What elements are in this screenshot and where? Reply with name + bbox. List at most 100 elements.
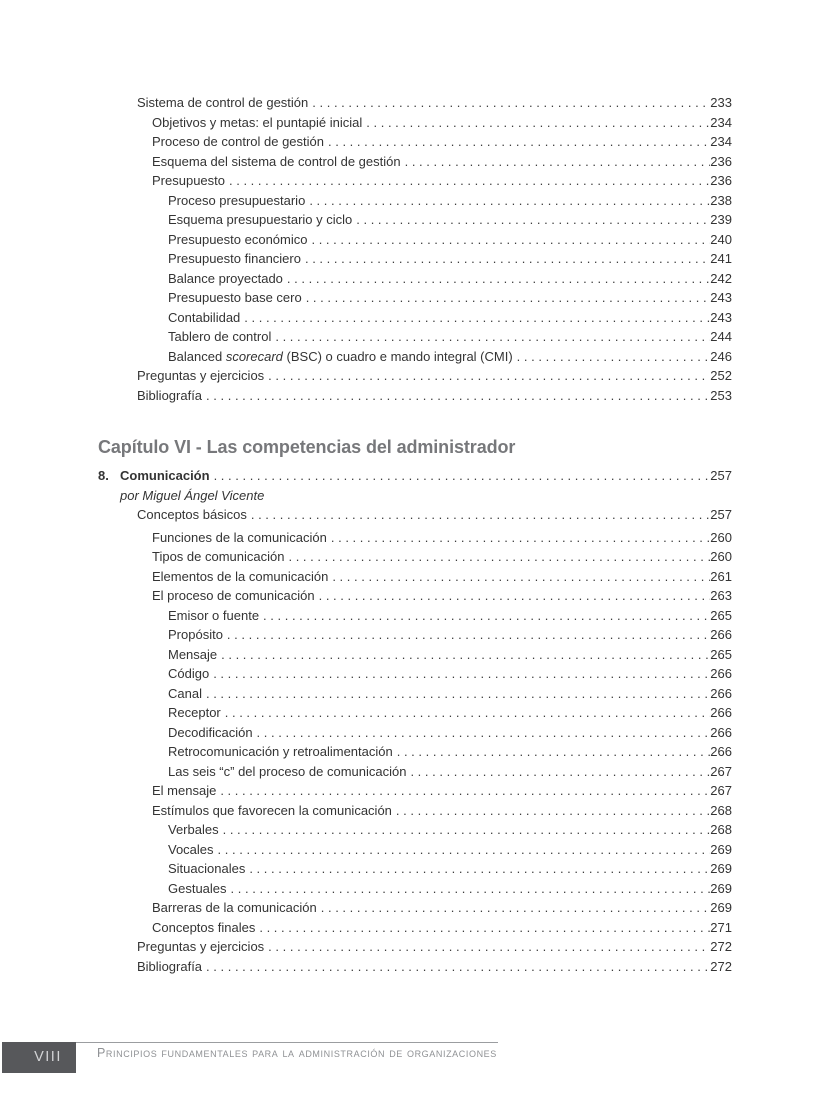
toc-entry-label: Sistema de control de gestión — [137, 95, 309, 110]
toc-entry-label: Estímulos que favorecen la comunicación — [152, 802, 392, 818]
toc-entry-label: Bibliografía — [137, 387, 203, 403]
toc-row: Barreras de la comunicación . . . . . . … — [98, 898, 732, 918]
toc-page-number: 257 — [710, 468, 732, 483]
toc-leader-dots: . . . . . . . . . . . . . . . . . . . . … — [312, 95, 710, 110]
toc-page-number: 236 — [710, 173, 732, 188]
toc-row: Decodificación . . . . . . . . . . . . .… — [98, 723, 732, 743]
toc-leader-dots: . . . . . . . . . . . . . . . . . . . . … — [213, 468, 711, 483]
toc-page-number: 268 — [710, 822, 732, 837]
toc-leader-dots: . . . . . . . . . . . . . . . . . . . . … — [244, 309, 711, 325]
toc-leader-dots: . . . . . . . . . . . . . . . . . . . . … — [217, 841, 711, 857]
toc-page-number: 239 — [710, 212, 732, 227]
toc-row: Canal . . . . . . . . . . . . . . . . . … — [98, 684, 732, 704]
toc-entry-label: Decodificación — [168, 724, 253, 740]
toc-row: El mensaje . . . . . . . . . . . . . . .… — [98, 781, 732, 801]
toc-page-number: 246 — [710, 348, 732, 364]
toc-leader-dots: . . . . . . . . . . . . . . . . . . . . … — [206, 387, 710, 403]
toc-page-number: 266 — [710, 627, 732, 642]
toc-leader-dots: . . . . . . . . . . . . . . . . . . . . … — [332, 568, 710, 584]
toc-leader-dots: . . . . . . . . . . . . . . . . . . . . … — [221, 646, 710, 662]
toc-leader-dots: . . . . . . . . . . . . . . . . . . . . … — [395, 802, 711, 818]
toc-entry-label: Presupuesto — [152, 173, 225, 188]
toc-leader-dots: . . . . . . . . . . . . . . . . . . . . … — [304, 251, 710, 266]
toc-page-number: 268 — [710, 802, 732, 818]
toc-page-number: 266 — [710, 685, 732, 701]
toc-leader-dots: . . . . . . . . . . . . . . . . . . . . … — [396, 744, 711, 759]
toc-entry-number: 8. — [98, 468, 109, 483]
toc-entry-label: Verbales — [168, 822, 219, 837]
toc-entry-label: Código — [168, 666, 210, 681]
footer-book-title: Principios fundamentales para la adminis… — [97, 1046, 497, 1060]
toc-page-number: 269 — [710, 841, 732, 857]
toc-entry-label: Las seis “c” del proceso de comunicación — [168, 763, 407, 779]
toc-entry-label: Canal — [168, 685, 202, 701]
toc-entry-label: Balanced scorecard (BSC) o cuadro e mand… — [168, 348, 513, 364]
toc-page-number: 252 — [710, 368, 732, 383]
toc-row: Situacionales . . . . . . . . . . . . . … — [98, 859, 732, 879]
toc-entry-label: Barreras de la comunicación — [152, 900, 317, 915]
toc-leader-dots: . . . . . . . . . . . . . . . . . . . . … — [404, 153, 711, 169]
toc-leader-dots: . . . . . . . . . . . . . . . . . . . . … — [288, 549, 710, 564]
toc-row: Verbales . . . . . . . . . . . . . . . .… — [98, 820, 732, 840]
page-number-badge: VIII — [2, 1042, 76, 1073]
toc-page-number: 266 — [710, 666, 732, 681]
toc-page-number: 253 — [710, 387, 732, 403]
toc-entry-label: Vocales — [168, 841, 214, 857]
toc-row: Presupuesto . . . . . . . . . . . . . . … — [98, 171, 732, 191]
toc-row: Propósito . . . . . . . . . . . . . . . … — [98, 625, 732, 645]
toc-row: Vocales . . . . . . . . . . . . . . . . … — [98, 840, 732, 860]
toc-page-number: 269 — [710, 861, 732, 876]
toc-page-number: 240 — [710, 231, 732, 247]
toc-entry-label: El proceso de comunicación — [152, 588, 315, 603]
toc-entry-label: Tablero de control — [168, 329, 272, 344]
toc-row: Esquema presupuestario y ciclo . . . . .… — [98, 210, 732, 230]
toc-page-number: 267 — [710, 783, 732, 798]
toc-entry-label: Proceso presupuestario — [168, 192, 306, 208]
toc-leader-dots: . . . . . . . . . . . . . . . . . . . . … — [259, 919, 710, 935]
toc-page-number: 234 — [710, 114, 732, 130]
toc-row: Código . . . . . . . . . . . . . . . . .… — [98, 664, 732, 684]
toc-entry-label: Balance proyectado — [168, 270, 283, 286]
toc-page-number: 266 — [710, 724, 732, 740]
toc-page-number: 261 — [710, 568, 732, 584]
toc-page-number: 266 — [710, 744, 732, 759]
toc-leader-dots: . . . . . . . . . . . . . . . . . . . . … — [220, 783, 710, 798]
toc-leader-dots: . . . . . . . . . . . . . . . . . . . . … — [516, 348, 711, 364]
toc-row: Esquema del sistema de control de gestió… — [98, 152, 732, 172]
toc-entry-label: Objetivos y metas: el puntapié inicial — [152, 114, 363, 130]
toc-entry-label: Propósito — [168, 627, 223, 642]
toc-page-number: 272 — [710, 958, 732, 974]
toc-page-number: 272 — [710, 939, 732, 954]
toc-entry-label: Comunicación — [120, 468, 210, 483]
toc-row: Proceso de control de gestión . . . . . … — [98, 132, 732, 152]
toc-page-number: 241 — [710, 251, 732, 266]
toc-leader-dots: . . . . . . . . . . . . . . . . . . . . … — [275, 329, 710, 344]
toc-page-number: 260 — [710, 549, 732, 564]
toc-row: Bibliografía . . . . . . . . . . . . . .… — [98, 386, 732, 406]
toc-row: Estímulos que favorecen la comunicación … — [98, 801, 732, 821]
toc-leader-dots: . . . . . . . . . . . . . . . . . . . . … — [410, 763, 711, 779]
toc-leader-dots: . . . . . . . . . . . . . . . . . . . . … — [249, 861, 710, 876]
toc-leader-dots: . . . . . . . . . . . . . . . . . . . . … — [268, 939, 710, 954]
toc-row: Tipos de comunicación . . . . . . . . . … — [98, 547, 732, 567]
toc-entry-label: Conceptos finales — [152, 919, 256, 935]
toc-entry-label: Elementos de la comunicación — [152, 568, 329, 584]
toc-leader-dots: . . . . . . . . . . . . . . . . . . . . … — [366, 114, 710, 130]
chapter-heading: Capítulo VI - Las competencias del admin… — [98, 437, 516, 457]
toc-row: Conceptos básicos . . . . . . . . . . . … — [98, 505, 732, 525]
toc-leader-dots: . . . . . . . . . . . . . . . . . . . . … — [320, 900, 711, 915]
toc-page-number: 257 — [710, 507, 732, 522]
toc-leader-dots: . . . . . . . . . . . . . . . . . . . . … — [311, 231, 710, 247]
toc-page-number: 269 — [710, 900, 732, 915]
toc-page-number: 243 — [710, 309, 732, 325]
toc-leader-dots: . . . . . . . . . . . . . . . . . . . . … — [263, 607, 710, 623]
toc-entry-label: Preguntas y ejercicios — [137, 939, 265, 954]
toc-entry-label: Tipos de comunicación — [152, 549, 285, 564]
toc-entry-label: Gestuales — [168, 880, 227, 896]
toc-page-number: 263 — [710, 588, 732, 603]
toc-entry-label: Esquema presupuestario y ciclo — [168, 212, 353, 227]
toc-row: Retrocomunicación y retroalimentación . … — [98, 742, 732, 762]
toc-leader-dots: . . . . . . . . . . . . . . . . . . . . … — [330, 529, 711, 545]
toc-entry-label: Contabilidad — [168, 309, 241, 325]
toc-leader-dots: . . . . . . . . . . . . . . . . . . . . … — [224, 705, 711, 720]
